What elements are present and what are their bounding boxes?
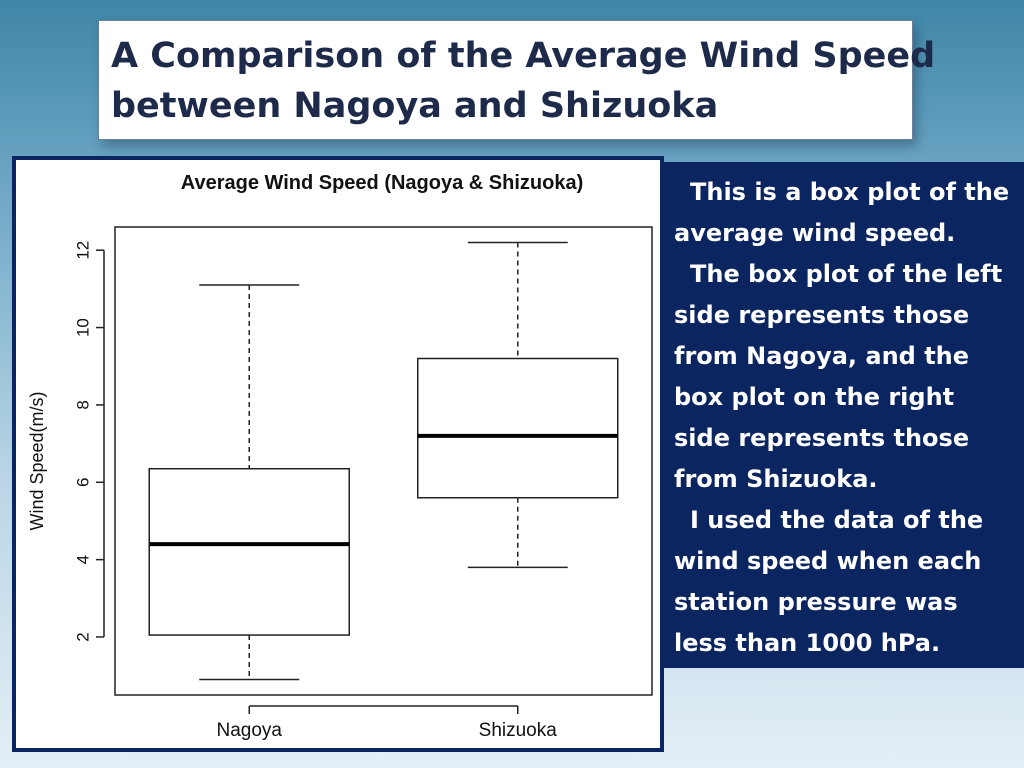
box-shizuoka xyxy=(417,357,619,499)
box-plot-chart: Average Wind Speed (Nagoya & Shizuoka) W… xyxy=(27,172,653,741)
chart-title: Average Wind Speed (Nagoya & Shizuoka) xyxy=(181,172,584,194)
description-paragraph-2: The box plot of the left side represents… xyxy=(674,260,1003,493)
description-panel: This is a box plot of the average wind s… xyxy=(664,162,1024,668)
y-tick-label-12: 12 xyxy=(73,241,92,260)
slide-title-line-2: between Nagoya and Shizuoka xyxy=(111,86,719,126)
slide-title-line-1: A Comparison of the Average Wind Speed xyxy=(111,36,936,76)
y-tick-label-4: 4 xyxy=(73,555,92,564)
y-axis-label: Wind Speed(m/s) xyxy=(27,391,47,530)
plot-area xyxy=(114,226,653,696)
description-paragraph-3: I used the data of the wind speed when e… xyxy=(674,506,984,657)
y-tick-label-8: 8 xyxy=(73,400,92,409)
slide-title: A Comparison of the Average Wind Speed b… xyxy=(98,20,936,140)
chart-frame: Average Wind Speed (Nagoya & Shizuoka) W… xyxy=(12,156,664,752)
y-tick-label-6: 6 xyxy=(73,478,92,487)
x-tick-label-nagoya: Nagoya xyxy=(217,720,283,741)
description-paragraph-1: This is a box plot of the average wind s… xyxy=(674,178,1010,247)
x-tick-label-shizuoka: Shizuoka xyxy=(479,720,558,741)
y-tick-label-2: 2 xyxy=(73,632,92,641)
y-tick-label-10: 10 xyxy=(73,318,92,337)
box-nagoya xyxy=(148,467,350,636)
